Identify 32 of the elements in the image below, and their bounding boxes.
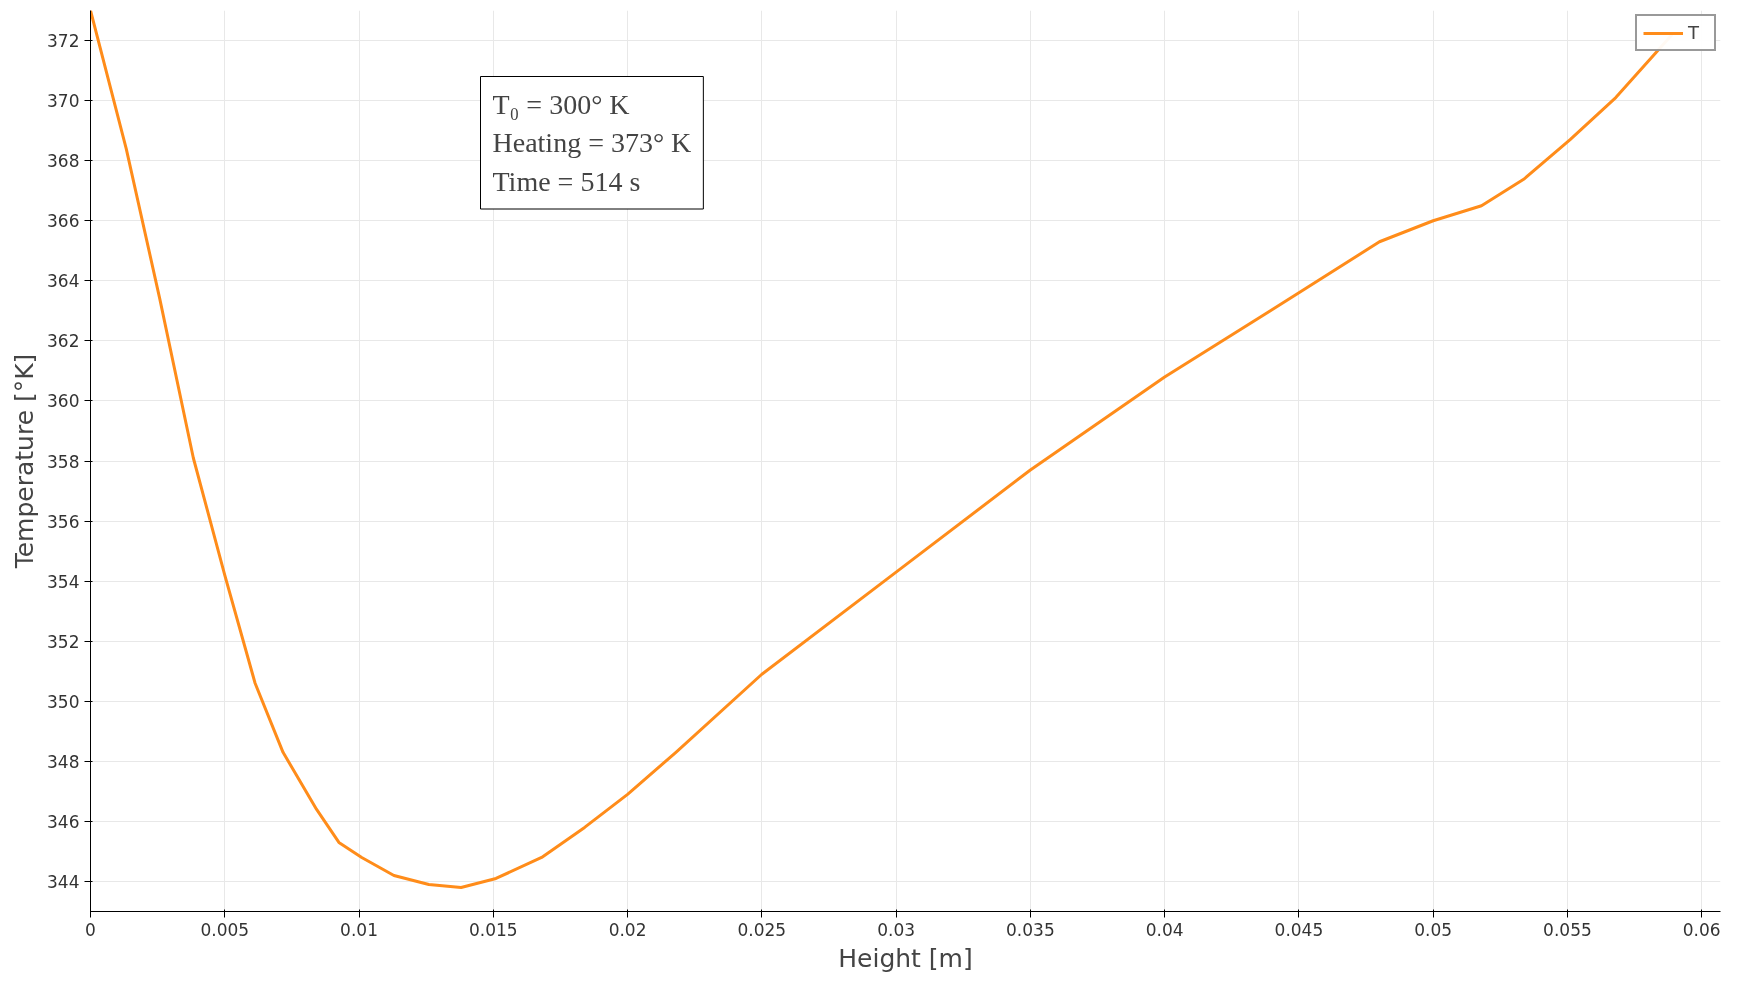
- x-tick-label: 0.045: [1274, 919, 1324, 940]
- x-tick-label: 0: [85, 919, 96, 940]
- y-tick-label: 358: [47, 451, 80, 472]
- y-tick-label: 346: [47, 811, 80, 832]
- legend-label: T: [1688, 22, 1700, 43]
- y-tick-label: 362: [47, 331, 80, 352]
- y-tick-label: 360: [47, 391, 80, 412]
- y-tick-label: 370: [47, 91, 80, 112]
- y-tick-label: 364: [47, 271, 80, 292]
- x-tick-label: 0.03: [877, 919, 916, 940]
- x-tick-label: 0.025: [737, 919, 787, 940]
- x-tick-label: 0.02: [608, 919, 647, 940]
- y-tick-label: 356: [47, 511, 80, 532]
- x-tick-label: 0.05: [1414, 919, 1453, 940]
- y-tick-label: 344: [47, 871, 80, 892]
- x-axis-title: Height [m]: [838, 943, 973, 973]
- annotation: T₀ = 300° K Heating = 373° K Time = 514 s: [492, 88, 692, 197]
- y-tick-label: 354: [47, 571, 80, 592]
- x-tick-label: 0.035: [1006, 919, 1055, 940]
- x-tick-label: 0.04: [1145, 919, 1184, 940]
- x-tick-label: 0.06: [1682, 919, 1721, 940]
- y-tick-label: 352: [47, 631, 80, 652]
- y-tick-label: 366: [47, 211, 80, 232]
- x-tick-label: 0.055: [1543, 919, 1592, 940]
- y-axis-title: Temperature [°K]: [10, 353, 40, 570]
- y-tick-label: 368: [47, 151, 80, 172]
- x-tick-label: 0.01: [340, 919, 378, 940]
- y-tick-label: 372: [47, 31, 80, 52]
- x-tick-label: 0.005: [200, 919, 250, 940]
- y-tick-label: 350: [47, 691, 80, 712]
- y-tick-label: 348: [47, 751, 80, 772]
- x-tick-label: 0.015: [468, 919, 518, 940]
